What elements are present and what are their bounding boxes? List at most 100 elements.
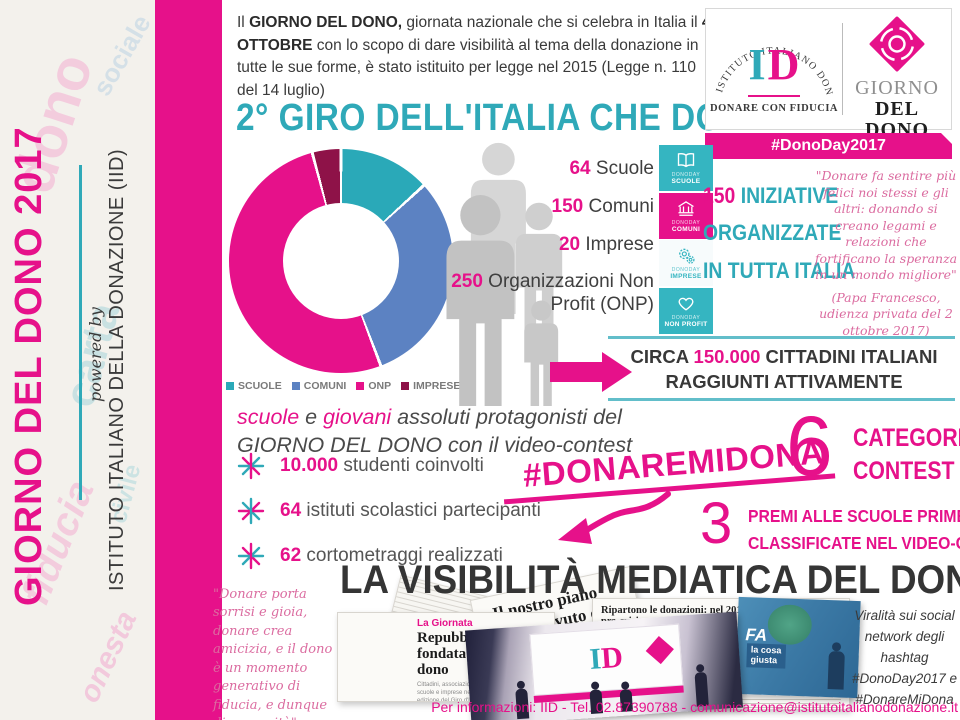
tile-label: COMUNI [671, 225, 701, 233]
monogram-d: D [767, 40, 800, 89]
tv-subtitle-line: giusta [750, 654, 778, 666]
bullet-value: 62 [280, 545, 302, 566]
legend-swatch [291, 382, 300, 390]
separator-line [608, 398, 955, 401]
diamond-swirl-icon [869, 16, 925, 72]
iniziative-block: 150 INIZIATIVE ORGANIZZATE IN TUTTA ITAL… [703, 177, 855, 289]
reach-statement: CIRCA 150.000 CITTADINI ITALIANI RAGGIUN… [628, 345, 940, 395]
civic-building-icon [678, 200, 694, 216]
protagonisti-text: scuole e giovani assoluti protagonisti d… [237, 403, 632, 460]
stat-label: Scuole [590, 158, 654, 179]
bullet-studenti: 10.000 studenti coinvolti [237, 452, 541, 480]
legend-item: IMPRESE [401, 380, 460, 392]
stat-value: 250 [451, 271, 483, 293]
tv-subtitle: la cosa giusta [746, 643, 786, 669]
clipping-label: La Giornata [417, 618, 473, 629]
arc-text: ISTITUTO ITALIANO DONAZIONE [710, 11, 834, 97]
participation-stats: 64 Scuole 150 Comuni 20 Imprese 250 Orga… [432, 158, 654, 332]
asterisk-star-icon [237, 542, 265, 570]
footer-contact-info: Per informazioni: IID - Tel. 02.87390788… [431, 699, 958, 715]
tile-comuni: DONODAY COMUNI [659, 192, 713, 239]
donoday-ribbon: #DonoDay2017 [705, 133, 952, 159]
asterisk-star-icon [237, 497, 265, 525]
curved-arrow-icon [558, 491, 671, 544]
gears-icon [679, 248, 695, 264]
iid-logo: ISTITUTO ITALIANO DONAZIONE ID DONARE CO… [706, 9, 842, 129]
pink-accent-bar [155, 0, 222, 720]
brand-line1: GIORNO [855, 77, 939, 99]
reach-text: CITTADINI ITALIANI [760, 346, 938, 367]
legend-item: COMUNI [291, 380, 347, 392]
contest-categories-number: 6 [786, 399, 833, 493]
legend-label: ONP [368, 380, 392, 392]
category-tiles: DONODAY SCUOLE DONODAY COMUNI DONODAY IM… [659, 145, 713, 335]
highlight-giovani: giovani [323, 405, 392, 429]
intro-text: Il [237, 14, 250, 31]
bullet-istituti: 64 istituti scolastici partecipanti [237, 497, 541, 525]
contest-prizes-number: 3 [700, 491, 733, 556]
bullet-label: cortometraggi realizzati [301, 545, 503, 566]
tile-label: SCUOLE [671, 178, 701, 185]
stat-imprese: 20 Imprese [432, 234, 654, 257]
reach-text: CIRCA [630, 346, 694, 367]
reach-value: 150.000 [693, 346, 761, 367]
intro-paragraph: Il GIORNO DEL DONO, giornata nazionale c… [237, 12, 715, 103]
logo-box: ISTITUTO ITALIANO DONAZIONE ID DONARE CO… [705, 8, 952, 141]
iniziative-line: INIZIATIVE [735, 183, 839, 208]
logo-divider [842, 23, 843, 115]
media-section-title: LA VISIBILITÀ MEDIATICA DEL DONO [340, 558, 960, 602]
papa-francesco-quote: "Donare fa sentire più felici noi stessi… [814, 168, 958, 339]
legend-label: SCUOLE [238, 380, 282, 392]
tile-imprese: DONODAY IMPRESE [659, 240, 713, 286]
tile-label: NON PROFIT [664, 320, 708, 328]
powered-by-label: powered by [86, 307, 105, 403]
iniziative-value: 150 [703, 183, 736, 208]
id-monogram: ID [706, 43, 842, 87]
iniziative-line: IN TUTTA ITALIA [703, 257, 856, 283]
tile-brand: DONODAY [671, 267, 701, 273]
donut-chart [229, 149, 453, 373]
tv-graphic [767, 603, 813, 646]
legend-label: COMUNI [303, 380, 347, 392]
book-icon [677, 153, 695, 168]
giorno-del-dono-logo: GIORNO DEL DONO [843, 9, 951, 141]
text: e [299, 405, 324, 429]
highlight-scuole: scuole [237, 405, 300, 429]
monogram-underline [748, 95, 800, 97]
legend-label: IMPRESE [413, 380, 461, 392]
stat-value: 64 [569, 158, 591, 179]
monogram-i: I [748, 40, 766, 89]
legend-swatch [356, 382, 365, 390]
bullet-label: istituti scolastici partecipanti [301, 500, 541, 521]
bullet-value: 10.000 [280, 455, 339, 476]
sidebar-divider-line [79, 165, 82, 500]
stat-label: Organizzazioni Non Profit (ONP) [482, 271, 654, 316]
quote-attribution: (Papa Francesco, udienza privata del 2 o… [819, 289, 953, 338]
event-title-vertical: GIORNO DEL DONO 2017 [8, 126, 50, 606]
heart-icon [678, 297, 694, 311]
intro-text: con lo scopo di dare visibilità al tema … [237, 36, 699, 99]
stat-value: 150 [551, 195, 584, 217]
stage-diamond-icon [645, 635, 674, 665]
tv-guest-silhouette [827, 651, 845, 690]
tile-brand: DONODAY [671, 219, 701, 226]
right-arrow-icon [550, 352, 634, 392]
legend-swatch [226, 382, 234, 390]
organization-name-vertical: ISTITUTO ITALIANO DELLA DONAZIONE (IID) [106, 148, 128, 592]
stage-backdrop: ID [529, 623, 684, 696]
bullet-label: studenti coinvolti [338, 455, 484, 476]
clipping-body: Cittadini, associazioni, Comuni, scuole … [417, 682, 509, 702]
stat-scuole: 64 Scuole [432, 158, 654, 181]
donut-hole [283, 203, 399, 319]
contest-prizes-line2: CLASSIFICATE NEL VIDEO-CONTEST [748, 533, 960, 553]
pope-photo [338, 613, 410, 701]
stat-value: 20 [558, 233, 581, 255]
contest-prizes-line1: PREMI ALLE SCUOLE PRIME [748, 506, 960, 526]
tile-scuole: DONODAY SCUOLE [659, 145, 713, 191]
tile-brand: DONODAY [671, 314, 701, 321]
text: assoluti protagonisti del [391, 405, 622, 429]
bullet-value: 64 [280, 500, 302, 521]
video-contest-stats: 10.000 studenti coinvolti 64 istituti sc… [237, 452, 541, 587]
mattarella-quote: "Donare porta sorrisi e gioia, donare cr… [213, 586, 343, 720]
